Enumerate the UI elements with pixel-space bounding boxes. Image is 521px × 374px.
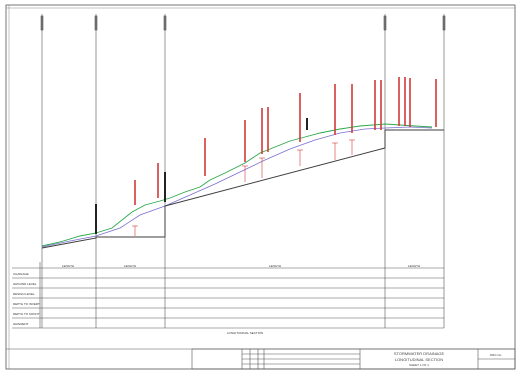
level-callout bbox=[398, 77, 400, 126]
section-legend: LONGITUDINAL SECTION bbox=[227, 331, 263, 335]
manhole-lines bbox=[40, 14, 446, 328]
row-label-depth-invert: DEPTH TO INVERT bbox=[13, 302, 40, 306]
pipe-label-4: LENGTH bbox=[408, 264, 420, 268]
project-title-line2: LONGITUDINAL SECTION bbox=[395, 357, 443, 362]
project-title-line3: SHEET 1 OF 1 bbox=[409, 363, 429, 367]
manhole-tag bbox=[383, 15, 387, 31]
title-block bbox=[6, 348, 516, 370]
manhole-marker bbox=[95, 204, 97, 234]
drawing-number: DRG No. bbox=[490, 353, 502, 357]
level-callout bbox=[380, 80, 382, 130]
manhole-marker bbox=[164, 172, 166, 202]
level-annotations bbox=[132, 77, 437, 236]
pipe-label-1: LENGTH bbox=[62, 264, 74, 268]
level-callout bbox=[267, 107, 269, 152]
level-callout bbox=[435, 79, 437, 127]
survey-profile-line bbox=[41, 126, 433, 248]
level-callout bbox=[404, 77, 406, 126]
level-callout bbox=[134, 180, 136, 205]
manhole-markers bbox=[95, 118, 308, 234]
row-label-chainage: CHAINAGE bbox=[13, 272, 29, 276]
pipe-label-2: LENGTH bbox=[124, 264, 136, 268]
level-callout bbox=[204, 138, 206, 176]
title-block-text: STORMWATER DRAINAGE LONGITUDINAL SECTION… bbox=[394, 351, 502, 367]
level-callout bbox=[261, 108, 263, 154]
project-title-line1: STORMWATER DRAINAGE bbox=[394, 351, 445, 356]
manhole-tag bbox=[442, 15, 446, 31]
ground-profile-line bbox=[41, 123, 433, 247]
row-label-depth-soffit: DEPTH TO SOFFIT bbox=[13, 312, 40, 316]
manhole-tag bbox=[40, 15, 44, 31]
pipe-segment-labels: LENGTH LENGTH LENGTH LENGTH bbox=[62, 264, 420, 268]
manhole-tag bbox=[94, 15, 98, 31]
level-callout bbox=[299, 93, 301, 142]
design-invert-line bbox=[41, 129, 444, 249]
level-callout bbox=[334, 84, 336, 135]
row-label-gradient: GRADIENT bbox=[13, 322, 29, 326]
row-label-design-level: DESIGN LEVEL bbox=[13, 292, 35, 296]
manhole-tag bbox=[163, 15, 167, 31]
profile-data-table bbox=[12, 262, 444, 329]
level-callout bbox=[374, 80, 376, 130]
sheet-border bbox=[5, 4, 516, 370]
level-callout bbox=[157, 163, 159, 198]
table-row-labels: CHAINAGE GROUND LEVEL DESIGN LEVEL DEPTH… bbox=[13, 272, 40, 326]
pipe-label-3: LENGTH bbox=[269, 264, 281, 268]
level-callout bbox=[351, 84, 353, 133]
row-label-ground-level: GROUND LEVEL bbox=[13, 282, 37, 286]
level-callout bbox=[244, 120, 246, 162]
level-callout bbox=[409, 78, 411, 127]
manhole-marker bbox=[306, 118, 308, 130]
